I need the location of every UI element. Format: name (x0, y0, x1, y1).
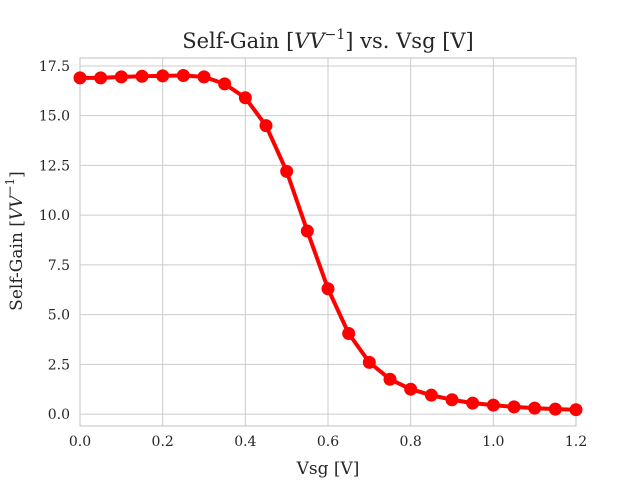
data-point (259, 119, 273, 133)
data-point (466, 396, 480, 410)
y-tick-label: 10.0 (39, 208, 70, 224)
data-point (445, 393, 459, 407)
data-point (424, 388, 438, 402)
data-point (548, 402, 562, 416)
data-point (197, 70, 211, 84)
data-point (280, 164, 294, 178)
grid (79, 58, 577, 426)
x-tick-label: 1.2 (565, 434, 587, 450)
data-point (218, 77, 232, 91)
data-point (569, 403, 583, 417)
x-axis-label: Vsg [V] (296, 459, 360, 479)
data-point (135, 69, 149, 83)
data-point (238, 91, 252, 105)
data-point (507, 400, 521, 414)
data-point (383, 372, 397, 386)
y-tick-label: 5.0 (48, 308, 70, 324)
chart-title: Self-Gain [VV−1] vs. Vsg [V] (182, 27, 474, 53)
y-tick-label: 15.0 (39, 109, 70, 125)
data-point (300, 224, 314, 238)
y-tick-label: 2.5 (48, 357, 70, 373)
x-tick-label: 0.6 (317, 434, 339, 450)
y-tick-label: 12.5 (39, 158, 70, 174)
y-tick-label: 0.0 (48, 407, 70, 423)
x-tick-label: 0.2 (152, 434, 174, 450)
x-tick-label: 0.4 (234, 434, 256, 450)
data-point (176, 69, 190, 83)
data-point (321, 282, 335, 296)
plot-frame (79, 57, 577, 427)
series-layer (73, 69, 583, 417)
data-point (528, 401, 542, 415)
y-axis-label: Self-Gain [VV−1] (3, 171, 27, 311)
data-point (114, 70, 128, 84)
data-point (342, 327, 356, 341)
data-point (486, 398, 500, 412)
data-point (156, 69, 170, 83)
x-tick-label: 1.0 (482, 434, 504, 450)
data-point (94, 71, 108, 85)
y-tick-label: 7.5 (48, 258, 70, 274)
data-point (73, 71, 87, 85)
x-tick-label: 0.8 (400, 434, 422, 450)
data-point (362, 355, 376, 369)
tick-labels: 0.0 0.2 0.4 0.6 0.8 1.0 1.2 0.0 2.5 5.0 7.5 10.0 12.… (39, 59, 587, 450)
x-tick-label: 0.0 (69, 434, 91, 450)
y-tick-label: 17.5 (39, 59, 70, 75)
data-point (404, 382, 418, 396)
